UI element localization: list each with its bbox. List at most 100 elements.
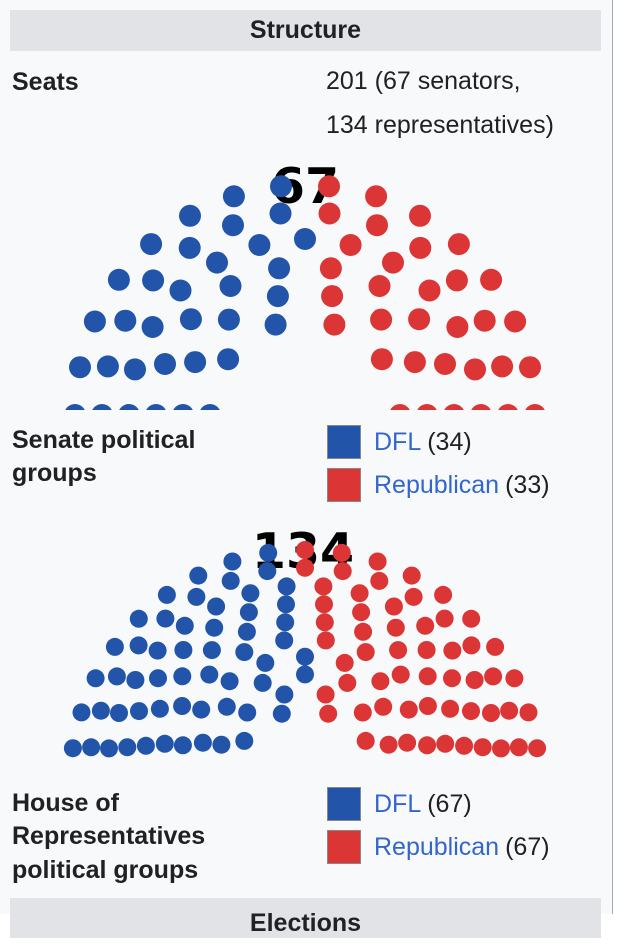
seat-republican <box>409 236 432 259</box>
seat-republican <box>409 204 431 227</box>
seat-dfl <box>114 309 137 332</box>
seat-republican <box>332 543 351 562</box>
dfl-link[interactable]: DFL <box>374 789 422 818</box>
seat-dfl <box>100 739 118 758</box>
seat-republican <box>365 185 388 208</box>
seat-dfl <box>275 631 294 650</box>
seat-dfl <box>207 597 226 616</box>
seat-republican <box>443 669 461 688</box>
seat-republican <box>462 702 480 721</box>
seats-value-line1: 201 (67 senators, <box>326 67 521 95</box>
house-groups-label-line2: Representatives <box>12 822 206 850</box>
seat-republican <box>418 736 437 755</box>
seat-dfl <box>202 641 221 660</box>
seat-republican <box>314 577 333 596</box>
seat-republican <box>379 735 398 754</box>
seat-republican <box>296 558 314 577</box>
seat-dfl <box>217 348 240 371</box>
seat-dfl <box>200 665 219 684</box>
seat-dfl <box>256 653 275 672</box>
seat-dfl <box>126 671 145 689</box>
seat-republican <box>316 631 335 650</box>
seat-dfl <box>200 404 220 410</box>
seat-dfl <box>189 566 208 585</box>
seat-dfl <box>179 308 202 331</box>
seat-dfl <box>83 310 106 333</box>
seat-dfl <box>157 585 176 604</box>
seat-dfl <box>221 571 240 590</box>
seat-republican <box>370 571 389 590</box>
house-groups-label-line3: political groups <box>12 856 199 884</box>
seat-republican <box>353 703 372 722</box>
seat-republican <box>382 251 404 274</box>
senate-legend-dfl: DFL (34) <box>327 423 550 461</box>
republican-count: (67) <box>505 832 550 861</box>
seat-republican <box>350 584 369 603</box>
seat-republican <box>525 404 545 410</box>
seat-dfl <box>235 643 254 662</box>
seat-republican <box>391 665 410 684</box>
senate-parliament-diagram: 67 <box>65 158 545 410</box>
republican-swatch <box>327 468 361 502</box>
infobox: Structure Seats 201 (67 senators, 134 re… <box>0 0 613 938</box>
senate-seat-chart: 67 <box>0 145 612 410</box>
seat-dfl <box>206 251 228 274</box>
seat-republican <box>500 701 519 720</box>
seat-republican <box>356 731 375 750</box>
seat-dfl <box>235 731 254 750</box>
seat-republican <box>399 700 418 719</box>
seat-republican <box>417 641 436 659</box>
seat-dfl <box>184 351 207 374</box>
seat-republican <box>447 233 470 256</box>
seat-republican <box>418 697 437 715</box>
seat-dfl <box>156 609 175 628</box>
seat-dfl <box>270 175 292 198</box>
dfl-count: (67) <box>427 789 472 818</box>
seat-republican <box>455 736 474 755</box>
seat-republican <box>492 739 510 758</box>
seat-republican <box>482 704 500 722</box>
seat-dfl <box>119 404 139 410</box>
house-groups-label-line1: House of <box>12 789 119 817</box>
seat-dfl <box>173 697 192 715</box>
seat-republican <box>370 308 393 331</box>
seat-republican <box>384 597 403 616</box>
seat-republican <box>444 404 464 410</box>
seat-republican <box>445 269 468 292</box>
seat-republican <box>402 566 421 585</box>
seat-dfl <box>136 736 155 755</box>
seat-dfl <box>140 233 163 256</box>
seat-dfl <box>175 616 194 635</box>
seat-dfl <box>65 404 85 410</box>
seat-republican <box>504 310 527 333</box>
seat-republican <box>491 355 514 378</box>
seat-dfl <box>148 641 167 660</box>
republican-link[interactable]: Republican <box>374 470 500 499</box>
seat-dfl <box>217 697 236 716</box>
seat-dfl <box>193 733 212 752</box>
seat-dfl <box>269 202 292 225</box>
seat-republican <box>519 356 541 379</box>
seat-dfl <box>96 355 119 378</box>
dfl-link[interactable]: DFL <box>374 427 422 456</box>
seat-dfl <box>92 404 112 410</box>
seat-republican <box>389 641 408 660</box>
seat-dfl <box>173 404 193 410</box>
dfl-count: (34) <box>427 427 472 456</box>
seat-republican <box>352 603 371 622</box>
seat-republican <box>446 316 469 338</box>
seat-dfl <box>266 285 289 308</box>
senate-groups-label-line2: groups <box>12 459 97 487</box>
seat-dfl <box>223 552 242 571</box>
seat-dfl <box>239 603 258 622</box>
republican-link[interactable]: Republican <box>374 832 500 861</box>
seat-dfl <box>142 269 165 292</box>
seat-republican <box>318 202 341 225</box>
seat-republican <box>528 739 547 758</box>
seat-dfl <box>253 673 272 692</box>
seat-dfl <box>277 577 296 596</box>
seat-dfl <box>91 701 110 720</box>
seat-dfl <box>150 699 169 718</box>
seat-dfl <box>149 669 167 688</box>
seat-dfl <box>237 622 256 641</box>
